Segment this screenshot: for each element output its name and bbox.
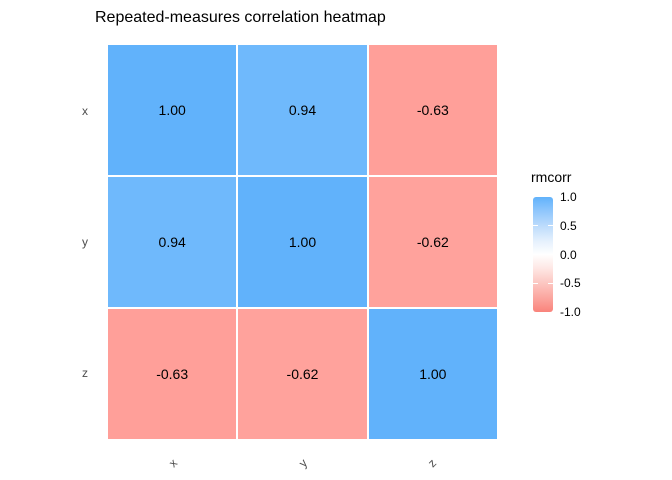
heatmap-cell-y-x: 0.94 bbox=[108, 177, 237, 307]
legend-tick-mark bbox=[533, 282, 538, 284]
legend-title: rmcorr bbox=[531, 169, 572, 185]
legend-tick-mark bbox=[533, 254, 538, 255]
y-axis-label-x: x bbox=[82, 103, 88, 118]
heatmap-cell-x-x: 1.00 bbox=[108, 45, 237, 175]
legend-label-1.0: 1.0 bbox=[560, 190, 577, 204]
legend-tick-mark bbox=[548, 254, 553, 255]
legend-colorbar bbox=[533, 197, 553, 312]
legend-label-0.0: 0.0 bbox=[560, 247, 577, 262]
chart-title: Repeated-measures correlation heatmap bbox=[95, 9, 386, 26]
legend-label-0.5: 0.5 bbox=[560, 218, 577, 233]
legend-tick-mark bbox=[548, 282, 553, 284]
x-axis-label-z: z bbox=[425, 455, 440, 471]
heatmap-cell-z-y: -0.62 bbox=[238, 309, 367, 439]
x-axis-label-y: y bbox=[295, 455, 310, 471]
heatmap-cell-x-z: -0.63 bbox=[368, 45, 497, 175]
legend-label--1.0: -1.0 bbox=[560, 305, 581, 319]
heatmap-cell-x-y: 0.94 bbox=[238, 45, 367, 175]
y-axis-label-z: z bbox=[82, 366, 88, 381]
heatmap-cell-z-z: 1.00 bbox=[368, 309, 497, 439]
legend-tick-mark bbox=[533, 225, 538, 227]
legend-label--0.5: -0.5 bbox=[560, 276, 581, 291]
legend-tick-mark bbox=[548, 225, 553, 227]
x-axis-label-x: x bbox=[165, 455, 180, 471]
heatmap-panel: 1.00 0.94 -0.63 0.94 1.00 -0.62 -0.63 -0.62 1.00 bbox=[108, 45, 497, 439]
heatmap-cell-y-z: -0.62 bbox=[368, 177, 497, 307]
heatmap-cell-z-x: -0.63 bbox=[108, 309, 237, 439]
y-axis-label-y: y bbox=[82, 235, 88, 249]
heatmap-cell-y-y: 1.00 bbox=[238, 177, 367, 307]
